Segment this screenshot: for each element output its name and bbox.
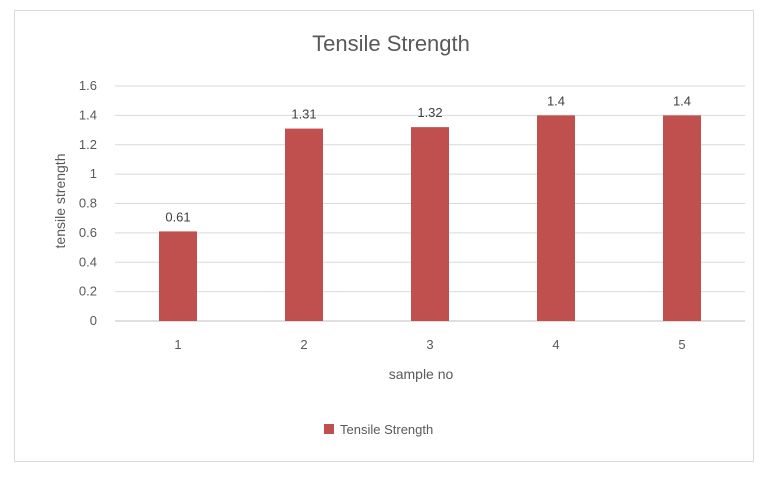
y-tick-label: 1.4 [79,107,97,122]
x-axis-label: sample no [389,366,454,382]
data-label: 1.32 [417,105,442,120]
legend-swatch [324,424,334,434]
data-label: 1.4 [547,93,565,108]
y-tick-label: 0.6 [79,225,97,240]
data-label: 1.31 [291,107,316,122]
x-tick-label: 3 [426,337,433,352]
chart-frame: 0.61 1.31 1.32 1.4 1.4 0 0.2 0.4 0.6 0.8 1 1.2 1.4 1… [14,10,754,462]
x-tick-label: 2 [300,337,307,352]
chart-title: Tensile Strength [312,31,470,56]
legend: Tensile Strength [324,422,433,437]
x-tick-label: 5 [678,337,685,352]
x-tick-labels: 1 2 3 4 5 [174,337,685,352]
y-tick-label: 1 [90,166,97,181]
x-tick-label: 1 [174,337,181,352]
bar [159,231,197,321]
y-tick-label: 0.8 [79,196,97,211]
legend-label: Tensile Strength [340,422,433,437]
y-tick-label: 0.2 [79,284,97,299]
y-tick-label: 1.2 [79,137,97,152]
data-label: 1.4 [673,93,691,108]
bar [663,115,701,321]
bar [411,127,449,321]
y-tick-label: 0 [90,313,97,328]
bar [537,115,575,321]
data-label: 0.61 [165,209,190,224]
y-tick-label: 0.4 [79,254,97,269]
bars [159,115,701,321]
y-tick-label: 1.6 [79,78,97,93]
x-tick-label: 4 [552,337,559,352]
bar-chart: 0.61 1.31 1.32 1.4 1.4 0 0.2 0.4 0.6 0.8 1 1.2 1.4 1… [52,31,745,437]
y-axis-label: tensile strength [52,154,68,249]
y-tick-labels: 0 0.2 0.4 0.6 0.8 1 1.2 1.4 1.6 [79,78,97,328]
bar [285,128,323,321]
data-labels: 0.61 1.31 1.32 1.4 1.4 [165,93,691,224]
